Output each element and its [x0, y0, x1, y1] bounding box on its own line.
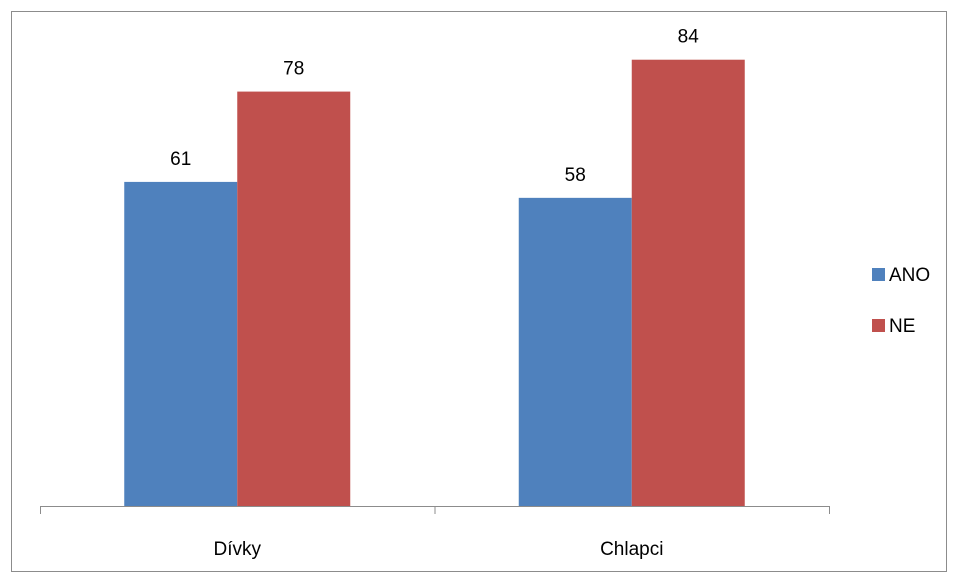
bar-ne-2: [631, 59, 745, 506]
bar-ano-2: [518, 197, 632, 506]
bar-ne-1: [237, 91, 351, 506]
legend-swatch-ano: [872, 268, 885, 281]
data-label-ano-2: 58: [565, 165, 586, 186]
legend: ANO NE: [872, 265, 930, 337]
x-tick-label-1: Dívky: [214, 539, 262, 560]
x-tick-label-2: Chlapci: [600, 539, 663, 560]
legend-swatch-ne: [872, 319, 885, 332]
legend-label-ano: ANO: [889, 265, 930, 286]
legend-label-ne: NE: [889, 316, 915, 337]
bar-ano-1: [124, 181, 238, 507]
plot-area: 61 78 Dívky 58 84 Chlapci: [40, 27, 830, 560]
data-label-ano-1: 61: [170, 149, 191, 170]
data-label-ne-1: 78: [283, 59, 304, 80]
data-label-ne-2: 84: [678, 27, 700, 48]
